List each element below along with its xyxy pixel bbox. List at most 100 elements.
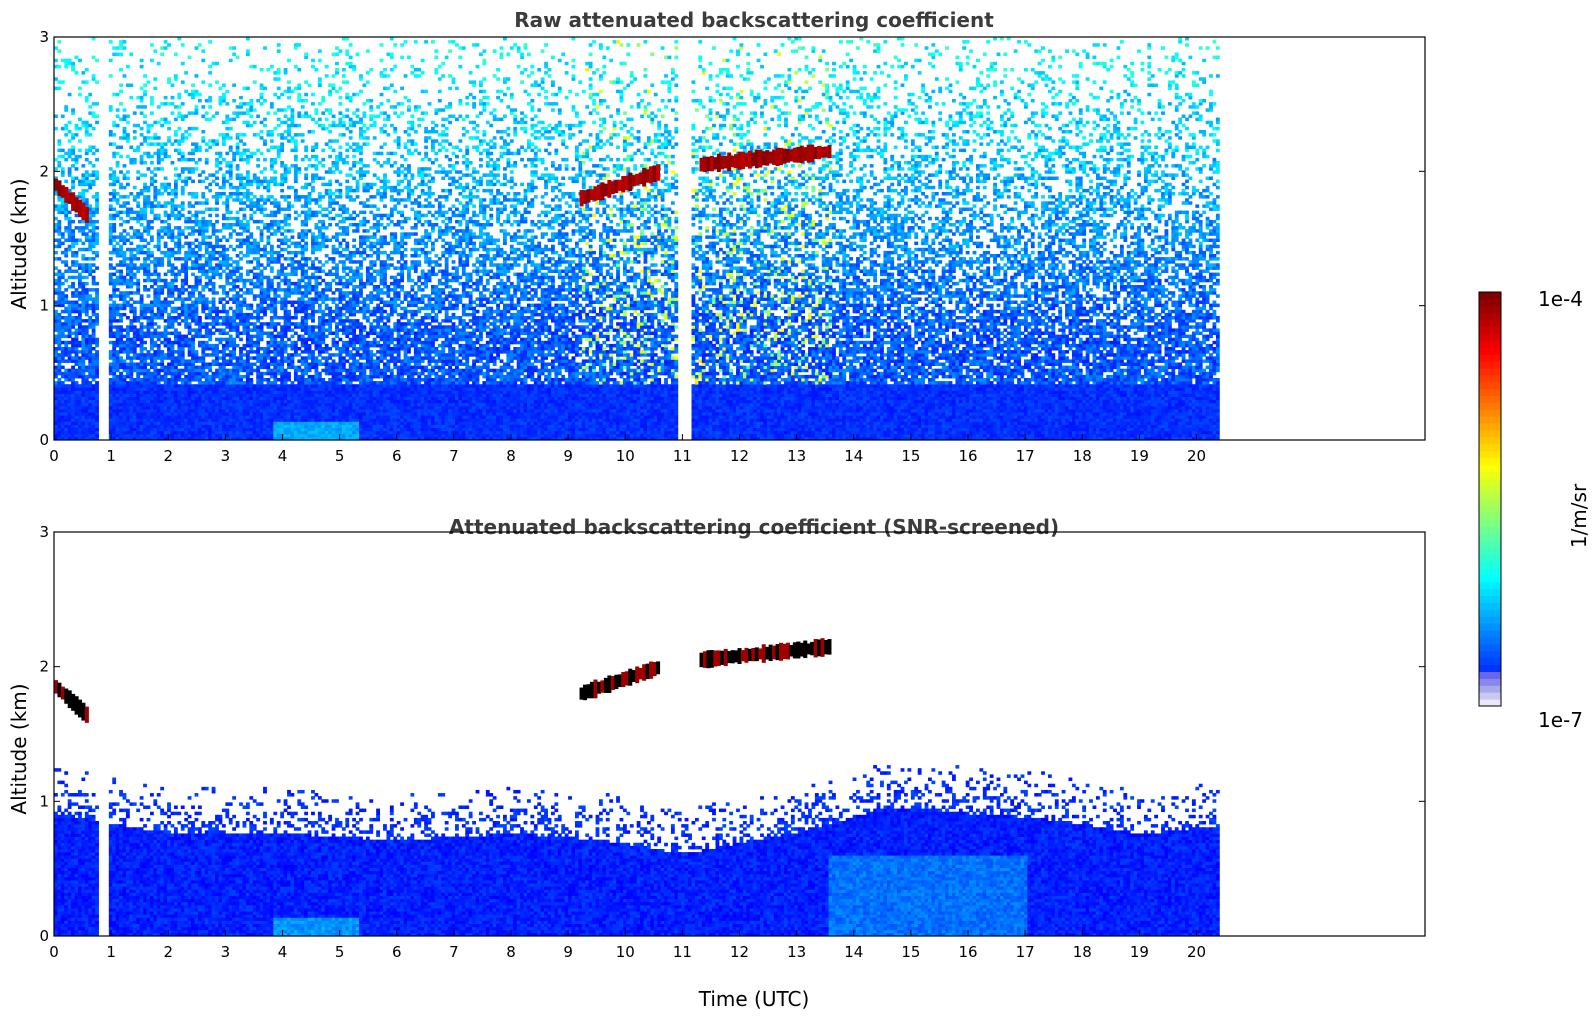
heatmap-cell (109, 341, 113, 345)
heatmap-cell (95, 372, 99, 376)
heatmap-cell (61, 387, 65, 391)
heatmap-cell (68, 322, 72, 326)
heatmap-cell (71, 294, 75, 298)
heatmap-cell (140, 363, 144, 367)
heatmap-cell (64, 260, 68, 264)
heatmap-cell (92, 276, 96, 280)
heatmap-cell (119, 46, 123, 50)
heatmap-cell (68, 397, 72, 401)
heatmap-cell (195, 254, 199, 258)
heatmap-cell (153, 282, 157, 286)
heatmap-cell (109, 235, 113, 239)
heatmap-cell (184, 415, 188, 419)
heatmap-cell (177, 400, 181, 404)
heatmap-cell (171, 254, 175, 258)
heatmap-cell (123, 403, 127, 407)
heatmap-cell (147, 304, 151, 308)
heatmap-cell (126, 390, 130, 394)
heatmap-cell (88, 372, 92, 376)
heatmap-cell (64, 263, 68, 267)
heatmap-cell (215, 415, 219, 419)
heatmap-cell (215, 394, 219, 398)
heatmap-cell (177, 363, 181, 367)
heatmap-cell (140, 384, 144, 388)
heatmap-cell (129, 350, 133, 354)
heatmap-cell (171, 310, 175, 314)
heatmap-cell (140, 322, 144, 326)
heatmap-cell (119, 403, 123, 407)
heatmap-cell (78, 297, 82, 301)
heatmap-cell (167, 353, 171, 357)
heatmap-cell (222, 338, 226, 342)
heatmap-cell (95, 149, 99, 153)
heatmap-cell (136, 397, 140, 401)
heatmap-cell (225, 118, 229, 122)
heatmap-cell (153, 335, 157, 339)
heatmap-cell (126, 369, 130, 373)
heatmap-cell (212, 322, 216, 326)
heatmap-cell (57, 65, 61, 69)
heatmap-cell (116, 431, 120, 435)
heatmap-cell (133, 301, 137, 305)
heatmap-cell (64, 208, 68, 212)
heatmap-cell (229, 341, 233, 345)
heatmap-cell (177, 322, 181, 326)
heatmap-cell (222, 177, 226, 181)
heatmap-cell (160, 146, 164, 150)
heatmap-cell (164, 121, 168, 125)
heatmap-cell (191, 384, 195, 388)
heatmap-cell (164, 381, 168, 385)
heatmap-cell (225, 198, 229, 202)
heatmap-cell (171, 285, 175, 289)
heatmap-cell (129, 226, 133, 230)
heatmap-cell (205, 276, 209, 280)
heatmap-cell (112, 294, 116, 298)
heatmap-cell (188, 347, 192, 351)
heatmap-cell (75, 56, 79, 60)
heatmap-cell (177, 214, 181, 218)
heatmap-cell (225, 412, 229, 416)
heatmap-cell (109, 108, 113, 112)
heatmap-cell (201, 136, 205, 140)
heatmap-cell (171, 428, 175, 432)
heatmap-cell (140, 111, 144, 115)
heatmap-cell (167, 421, 171, 425)
heatmap-cell (171, 412, 175, 416)
heatmap-cell (61, 400, 65, 404)
heatmap-cell (136, 372, 140, 376)
heatmap-cell (208, 415, 212, 419)
heatmap-cell (143, 359, 147, 363)
heatmap-cell (119, 313, 123, 317)
heatmap-cell (140, 344, 144, 348)
heatmap-cell (140, 428, 144, 432)
heatmap-cell (215, 356, 219, 360)
heatmap-cell (239, 332, 243, 336)
heatmap-cell (68, 356, 72, 360)
heatmap-cell (71, 387, 75, 391)
heatmap-cell (174, 372, 178, 376)
heatmap-cell (198, 403, 202, 407)
heatmap-cell (153, 356, 157, 360)
heatmap-cell (215, 316, 219, 320)
heatmap-cell (71, 418, 75, 422)
heatmap-cell (160, 204, 164, 208)
heatmap-cell (150, 400, 154, 404)
heatmap-cell (109, 353, 113, 357)
heatmap-cell (81, 232, 85, 236)
heatmap-cell (177, 356, 181, 360)
heatmap-cell (153, 425, 157, 429)
heatmap-cell (167, 80, 171, 84)
heatmap-cell (201, 350, 205, 354)
heatmap-cell (232, 217, 236, 221)
heatmap-cell (85, 353, 89, 357)
heatmap-cell (167, 316, 171, 320)
heatmap-cell (61, 208, 65, 212)
heatmap-cell (150, 347, 154, 351)
heatmap-cell (140, 394, 144, 398)
heatmap-cell (171, 356, 175, 360)
heatmap-cell (116, 282, 120, 286)
heatmap-cell (71, 372, 75, 376)
heatmap-cell (85, 347, 89, 351)
heatmap-cell (95, 409, 99, 413)
heatmap-cell (57, 372, 61, 376)
